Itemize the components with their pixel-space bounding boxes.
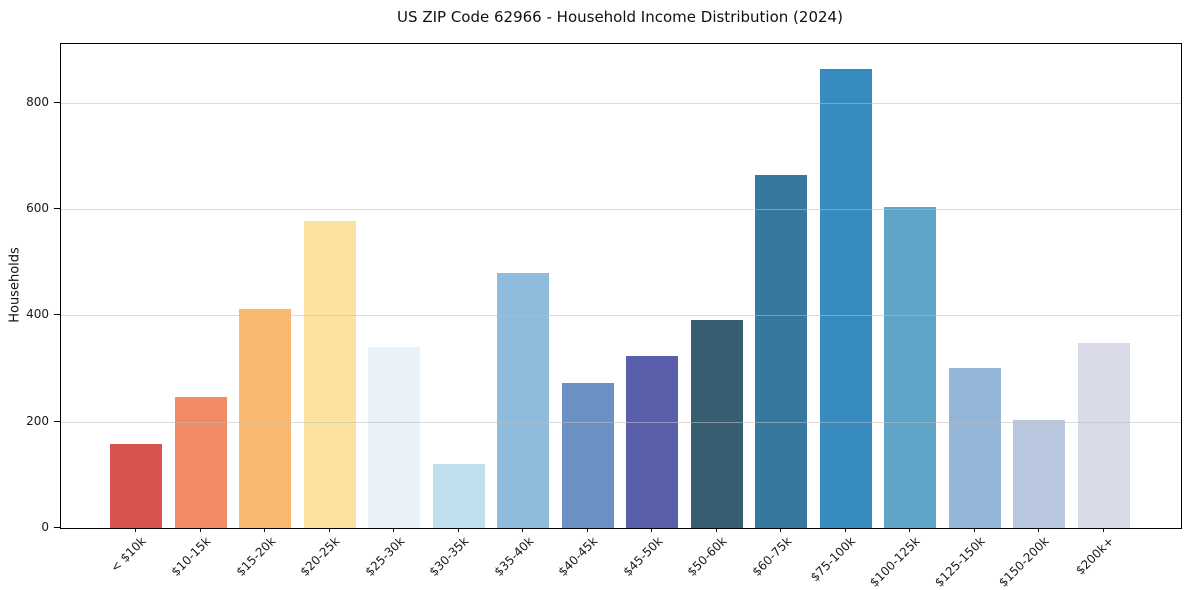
bar	[368, 346, 420, 528]
x-tick-label: $20-25k	[297, 534, 343, 579]
x-tick-mark	[1038, 528, 1039, 532]
y-tick-label: 800	[26, 94, 49, 109]
x-tick-label: $10-15k	[168, 534, 214, 579]
bar	[432, 464, 485, 528]
bar	[497, 272, 549, 528]
bar	[755, 174, 807, 528]
x-tick-mark	[393, 528, 394, 532]
x-tick-mark	[135, 528, 136, 532]
x-tick-label: $75-100k	[808, 534, 859, 585]
x-tick-mark	[199, 528, 201, 532]
x-tick-mark	[457, 528, 459, 532]
x-tick-mark	[1102, 528, 1104, 532]
x-tick-label: $200k+	[1072, 534, 1117, 578]
bar	[690, 320, 743, 528]
bar	[626, 355, 678, 528]
y-tick-mark	[54, 101, 60, 103]
x-tick-mark	[909, 528, 910, 532]
x-tick-mark	[522, 528, 523, 532]
x-tick-mark	[844, 528, 846, 532]
x-tick-label: $100-125k	[867, 534, 923, 590]
x-tick-mark	[780, 528, 781, 532]
y-tick-mark	[54, 527, 60, 528]
bar	[819, 68, 872, 528]
gridline	[61, 102, 1181, 104]
x-tick-label: < $10k	[108, 534, 149, 575]
x-tick-mark	[586, 528, 588, 532]
y-tick-label: 600	[26, 200, 49, 215]
plot-area	[60, 43, 1182, 529]
bar	[1013, 420, 1065, 528]
x-tick-label: $150-200k	[996, 534, 1052, 590]
gridline	[61, 315, 1181, 317]
y-tick-mark	[54, 420, 60, 422]
y-tick-mark	[54, 314, 60, 316]
y-tick-label: 200	[26, 413, 49, 428]
x-tick-mark	[651, 528, 652, 532]
bar	[303, 221, 356, 528]
gridline	[61, 208, 1181, 210]
y-tick-label: 400	[26, 307, 49, 322]
bar	[884, 207, 936, 528]
x-tick-label: $60-75k	[749, 534, 794, 579]
bar	[948, 367, 1001, 528]
x-tick-label: $40-45k	[555, 534, 601, 579]
x-tick-label: $35-40k	[491, 534, 536, 579]
bar	[239, 308, 291, 528]
x-tick-label: $45-50k	[620, 534, 665, 579]
x-tick-label: $25-30k	[362, 534, 407, 579]
bar	[174, 396, 227, 528]
bar	[110, 443, 162, 528]
y-tick-mark	[54, 207, 60, 209]
x-tick-mark	[715, 528, 717, 532]
bar	[561, 382, 614, 528]
y-tick-label: 0	[41, 520, 49, 534]
x-tick-label: $15-20k	[233, 534, 278, 579]
x-tick-label: $125-150k	[931, 534, 988, 590]
x-tick-label: $50-60k	[684, 534, 730, 579]
x-tick-mark	[264, 528, 265, 532]
gridline	[61, 421, 1181, 423]
x-tick-mark	[328, 528, 330, 532]
bar	[1077, 342, 1130, 528]
x-tick-label: $30-35k	[426, 534, 472, 579]
chart-title: US ZIP Code 62966 - Household Income Dis…	[397, 8, 843, 26]
x-tick-mark	[973, 528, 975, 532]
